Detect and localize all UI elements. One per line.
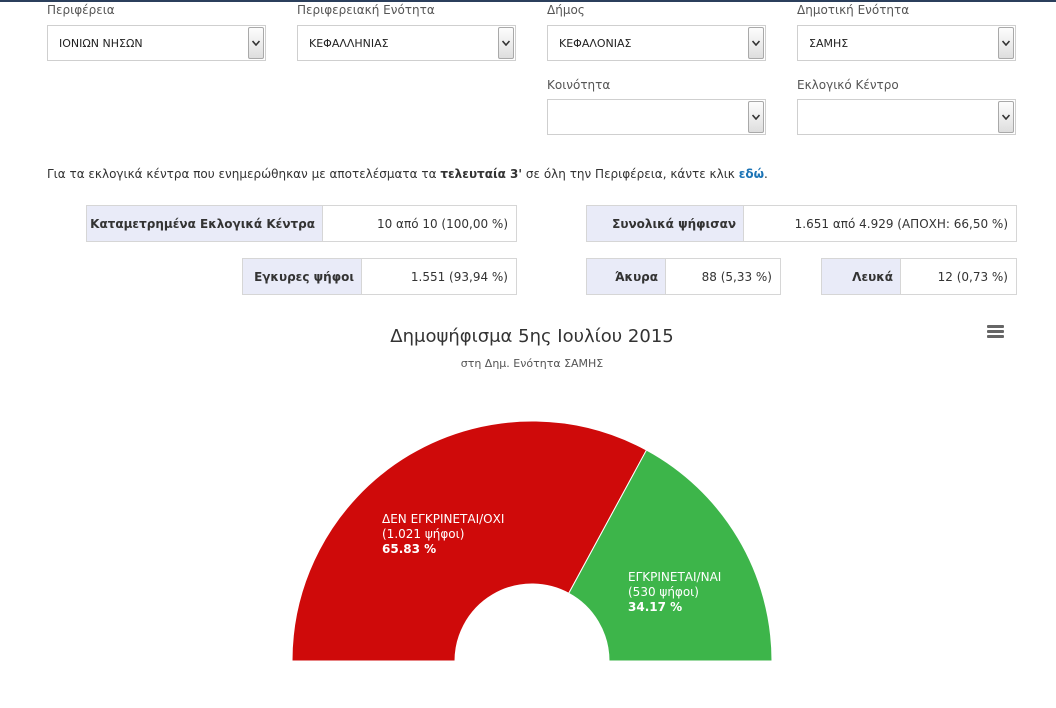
koinotita-select[interactable] bbox=[547, 99, 766, 135]
slice-0[interactable] bbox=[291, 420, 648, 662]
slice-0-label-0: ΔΕΝ ΕΓΚΡΙΝΕΤΑΙ/ΟΧΙ bbox=[382, 512, 504, 526]
note-bold: τελευταία 3' bbox=[440, 167, 523, 181]
valid-votes-label: Εγκυρες ψήφοι bbox=[243, 259, 362, 294]
periferia-value: ΙΟΝΙΩΝ ΝΗΣΩΝ bbox=[59, 37, 143, 50]
periferia-label: Περιφέρεια bbox=[47, 3, 115, 17]
chevron-down-icon[interactable] bbox=[998, 101, 1014, 133]
dim-enotita-value: ΣΑΜΗΣ bbox=[809, 37, 849, 50]
slice-0-label-2: 65.83 % bbox=[382, 542, 436, 556]
slice-0-label-1: (1.021 ψήφοι) bbox=[382, 527, 464, 541]
enotita-select[interactable]: ΚΕΦΑΛΛΗΝΙΑΣ bbox=[297, 25, 516, 61]
dim-enotita-label: Δημοτική Ενότητα bbox=[797, 3, 910, 17]
total-voted-value: 1.651 από 4.929 (ΑΠΟΧΗ: 66,50 %) bbox=[744, 206, 1016, 241]
eklogiko-kentro-select[interactable] bbox=[797, 99, 1016, 135]
hamburger-menu-icon[interactable] bbox=[987, 325, 1005, 339]
chevron-down-icon[interactable] bbox=[498, 27, 514, 59]
blank-votes-label: Λευκά bbox=[822, 259, 901, 294]
note-text-before: Για τα εκλογικά κέντρα που ενημερώθηκαν … bbox=[47, 167, 437, 181]
counted-centers-stat: Καταμετρημένα Εκλογικά Κέντρα 10 από 10 … bbox=[86, 205, 517, 242]
note-end: . bbox=[764, 167, 768, 181]
slice-1-label-0: ΕΓΚΡΙΝΕΤΑΙ/ΝΑΙ bbox=[628, 570, 721, 584]
enotita-label: Περιφερειακή Ενότητα bbox=[297, 3, 435, 17]
koinotita-label: Κοινότητα bbox=[547, 78, 611, 92]
total-voted-label: Συνολικά ψήφισαν bbox=[587, 206, 744, 241]
top-border bbox=[0, 0, 1056, 2]
enotita-value: ΚΕΦΑΛΛΗΝΙΑΣ bbox=[309, 37, 389, 50]
recent-updates-note: Για τα εκλογικά κέντρα που ενημερώθηκαν … bbox=[47, 167, 768, 181]
slice-1-label-2: 34.17 % bbox=[628, 600, 682, 614]
valid-votes-value: 1.551 (93,94 %) bbox=[362, 259, 516, 294]
dim-enotita-select[interactable]: ΣΑΜΗΣ bbox=[797, 25, 1016, 61]
valid-votes-stat: Εγκυρες ψήφοι 1.551 (93,94 %) bbox=[242, 258, 517, 295]
eklogiko-kentro-label: Εκλογικό Κέντρο bbox=[797, 78, 899, 92]
invalid-votes-label: Άκυρα bbox=[587, 259, 666, 294]
invalid-votes-stat: Άκυρα 88 (5,33 %) bbox=[586, 258, 781, 295]
periferia-select[interactable]: ΙΟΝΙΩΝ ΝΗΣΩΝ bbox=[47, 25, 266, 61]
dimos-select[interactable]: ΚΕΦΑΛΟΝΙΑΣ bbox=[547, 25, 766, 61]
blank-votes-stat: Λευκά 12 (0,73 %) bbox=[821, 258, 1017, 295]
total-voted-stat: Συνολικά ψήφισαν 1.651 από 4.929 (ΑΠΟΧΗ:… bbox=[586, 205, 1017, 242]
chevron-down-icon[interactable] bbox=[998, 27, 1014, 59]
dimos-value: ΚΕΦΑΛΟΝΙΑΣ bbox=[559, 37, 632, 50]
slice-1[interactable] bbox=[568, 449, 773, 662]
here-link[interactable]: εδώ bbox=[738, 167, 765, 181]
dimos-label: Δήμος bbox=[547, 3, 585, 17]
chevron-down-icon[interactable] bbox=[248, 27, 264, 59]
slice-1-label-1: (530 ψήφοι) bbox=[628, 585, 699, 599]
chevron-down-icon[interactable] bbox=[748, 101, 764, 133]
chevron-down-icon[interactable] bbox=[748, 27, 764, 59]
note-text-after: σε όλη την Περιφέρεια, κάντε κλικ bbox=[525, 167, 735, 181]
blank-votes-value: 12 (0,73 %) bbox=[901, 259, 1016, 294]
counted-centers-value: 10 από 10 (100,00 %) bbox=[323, 206, 516, 241]
invalid-votes-value: 88 (5,33 %) bbox=[666, 259, 780, 294]
chart-subtitle: στη Δημ. Ενότητα ΣΑΜΗΣ bbox=[460, 357, 604, 370]
chart-title: Δημοψήφισμα 5ης Ιουλίου 2015 bbox=[390, 326, 674, 347]
counted-centers-label: Καταμετρημένα Εκλογικά Κέντρα bbox=[87, 206, 323, 241]
